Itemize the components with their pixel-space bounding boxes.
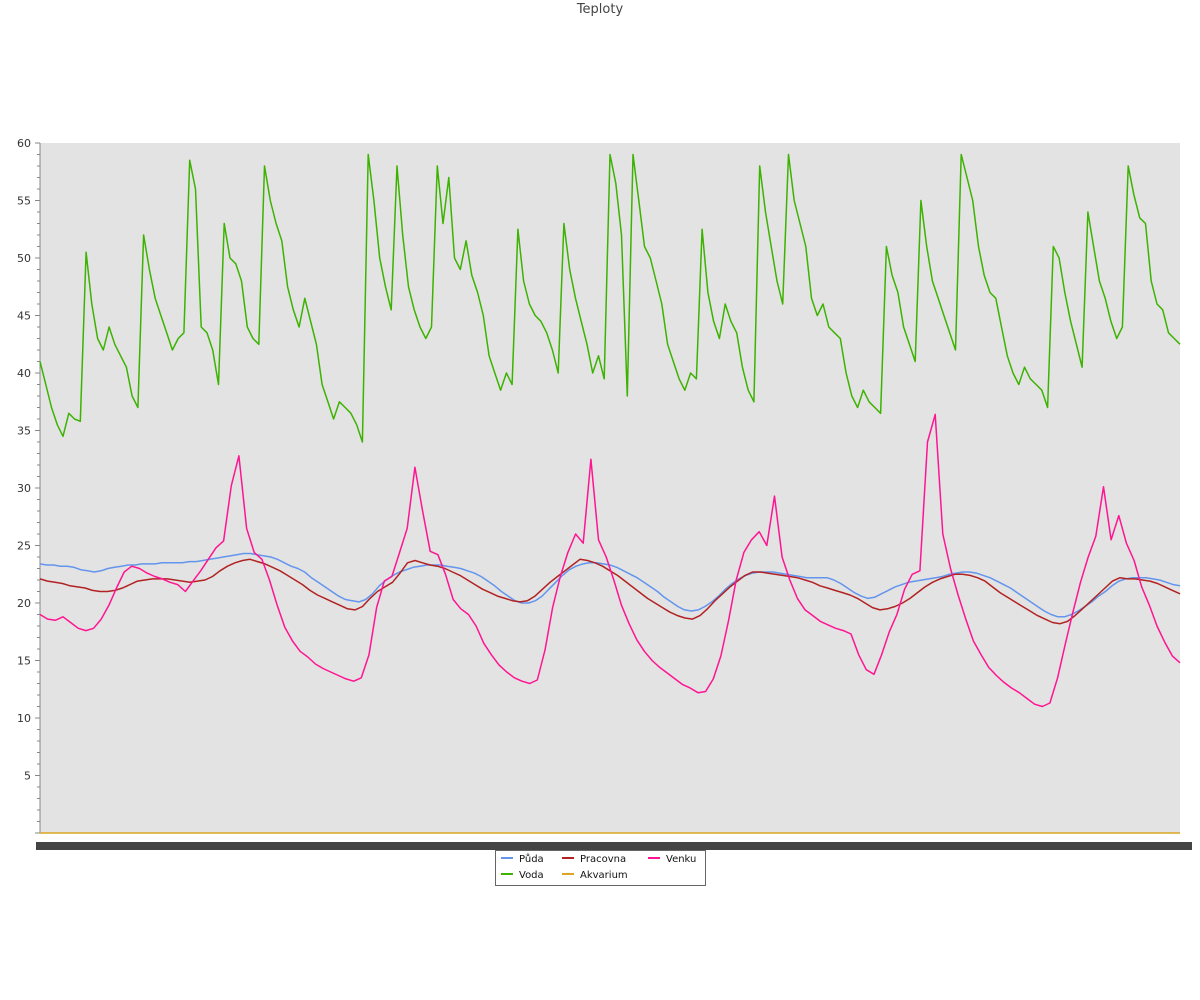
y-tick-label: 55 [17, 195, 31, 208]
y-tick-label: 35 [17, 425, 31, 438]
x-axis [36, 832, 1192, 850]
series-layer [39, 153, 1181, 834]
y-tick-label: 10 [17, 712, 31, 725]
y-tick-label: 20 [17, 597, 31, 610]
series-line-voda [39, 153, 1181, 443]
legend-label: Voda [519, 870, 544, 881]
legend-item-venku: Venku [648, 853, 696, 867]
legend-item-akvarium: Akvarium [562, 869, 628, 883]
y-tick-label: 60 [17, 137, 31, 150]
legend-item-puda: Půda [501, 853, 544, 867]
legend-label: Pracovna [580, 854, 627, 865]
series-line-venku [39, 413, 1181, 708]
series-line-pda [39, 552, 1181, 618]
legend-swatch [562, 857, 574, 859]
y-axis: 5 10 15 20 25 30 35 40 45 50 55 60 [17, 137, 41, 834]
x-tick-label-band [36, 842, 1192, 850]
legend-item-voda: Voda [501, 869, 544, 883]
legend-swatch [501, 857, 513, 859]
legend-label: Venku [666, 854, 697, 865]
legend-swatch [562, 873, 574, 875]
y-tick-label: 25 [17, 540, 31, 553]
y-tick-label: 45 [17, 310, 31, 323]
chart-title: Teploty [576, 2, 624, 17]
y-tick-label: 50 [17, 252, 31, 265]
legend-label: Akvarium [580, 870, 628, 881]
legend-item-pracovna: Pracovna [562, 853, 626, 867]
legend-label: Půda [519, 854, 544, 865]
plot-area [40, 143, 1180, 833]
y-tick-label: 5 [24, 770, 31, 783]
legend-swatch [501, 873, 513, 875]
legend-swatch [648, 857, 660, 859]
y-tick-label: 30 [17, 482, 31, 495]
y-tick-label: 40 [17, 367, 31, 380]
legend: Půda Voda Pracovna Akvarium Venku [495, 850, 706, 886]
y-tick-label: 15 [17, 655, 31, 668]
